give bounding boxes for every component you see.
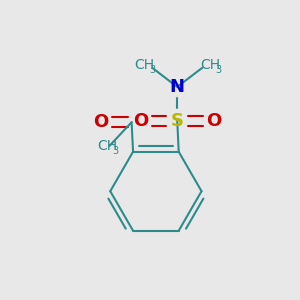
Text: 3: 3 xyxy=(149,64,155,74)
Text: CH: CH xyxy=(200,58,220,72)
Text: 3: 3 xyxy=(112,146,119,155)
Text: S: S xyxy=(171,112,184,130)
Text: O: O xyxy=(206,112,222,130)
Text: CH: CH xyxy=(134,58,154,72)
Text: 3: 3 xyxy=(216,64,222,74)
Text: N: N xyxy=(170,78,185,96)
Text: O: O xyxy=(93,113,108,131)
Text: O: O xyxy=(133,112,148,130)
Text: CH: CH xyxy=(97,140,117,153)
